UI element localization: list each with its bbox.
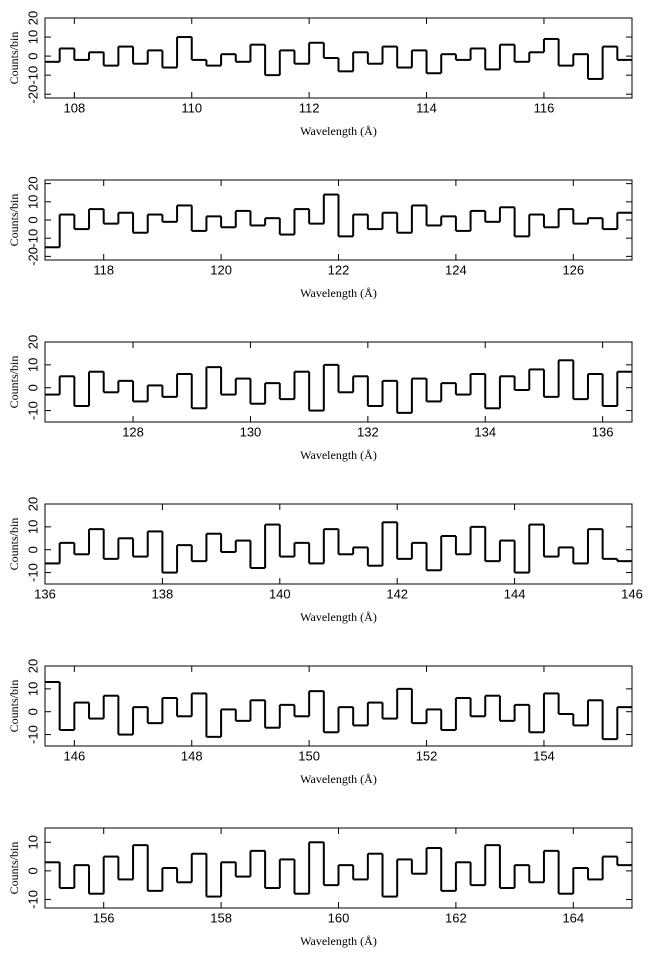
plot-area — [45, 841, 632, 898]
frame — [44, 341, 633, 423]
y-tick-label: 10 — [25, 682, 40, 696]
x-tick-label: 114 — [416, 100, 437, 115]
y-tick-label: 20 — [25, 497, 40, 511]
y-tick-label: 10 — [25, 520, 40, 534]
y-axis-label: Counts/bin — [7, 518, 21, 571]
x-tick-label: 146 — [63, 748, 85, 763]
y-tick-label: 0 — [25, 708, 40, 715]
plot-area — [45, 681, 632, 741]
y-tick-label: 0 — [25, 546, 40, 553]
x-tick-label: 126 — [562, 262, 584, 277]
y-tick-label: -10 — [25, 890, 40, 909]
x-tick-label: 150 — [298, 748, 320, 763]
x-tick-label: 132 — [357, 424, 379, 439]
x-tick-label: 112 — [299, 100, 320, 115]
y-tick-label: 0 — [25, 52, 40, 59]
y-tick-label: -10 — [25, 66, 40, 85]
x-tick-label: 122 — [328, 262, 350, 277]
x-tick-label: 162 — [445, 910, 467, 925]
x-tick-label: 158 — [210, 910, 232, 925]
x-tick-label: 154 — [533, 748, 555, 763]
y-tick-label: 20 — [25, 11, 40, 25]
frame — [44, 17, 633, 99]
x-axis-label: Wavelength (Å) — [300, 448, 377, 462]
y-tick-label: -20 — [25, 85, 40, 104]
panel: 136 138 140 142 144 146 -10 0 10 20 Wavelength (Å)… — [7, 497, 643, 624]
y-tick-label: 0 — [25, 384, 40, 391]
y-axis-label: Counts/bin — [7, 194, 21, 247]
y-tick-label: 10 — [25, 30, 40, 44]
frame — [44, 503, 633, 585]
y-tick-label: -10 — [25, 725, 40, 744]
x-tick-label: 118 — [93, 262, 114, 277]
x-tick-label: 160 — [328, 910, 350, 925]
x-tick-label: 152 — [416, 748, 438, 763]
x-tick-label: 138 — [152, 586, 174, 601]
x-tick-label: 164 — [562, 910, 584, 925]
y-axis-label: Counts/bin — [7, 356, 21, 409]
y-axis-label: Counts/bin — [7, 842, 21, 895]
x-axis-label: Wavelength (Å) — [300, 124, 377, 138]
plot-area — [45, 193, 632, 249]
y-tick-label: 20 — [25, 335, 40, 349]
y-tick-label: -10 — [25, 563, 40, 582]
y-tick-label: -10 — [25, 401, 40, 420]
x-axis-label: Wavelength (Å) — [300, 934, 377, 948]
x-tick-label: 136 — [34, 586, 56, 601]
plot-area — [45, 36, 632, 80]
y-tick-label: -10 — [25, 229, 40, 248]
x-tick-label: 156 — [93, 910, 115, 925]
x-tick-label: 148 — [181, 748, 203, 763]
x-tick-label: 116 — [534, 100, 555, 115]
plot-area — [45, 521, 632, 574]
y-axis-label: Counts/bin — [7, 32, 21, 85]
x-tick-label: 108 — [63, 100, 85, 115]
x-axis-label: Wavelength (Å) — [300, 772, 377, 786]
panel: 118 120 122 124 126 -20-10 0 10 20 Wavelength (Å)… — [7, 176, 633, 300]
y-tick-label: 20 — [25, 176, 40, 190]
x-axis-label: Wavelength (Å) — [300, 286, 377, 300]
y-tick-label: -20 — [25, 247, 40, 266]
x-tick-label: 128 — [122, 424, 144, 439]
y-tick-label: 10 — [25, 195, 40, 209]
x-tick-label: 140 — [269, 586, 291, 601]
x-tick-label: 146 — [621, 586, 643, 601]
y-tick-label: 10 — [25, 358, 40, 372]
x-tick-label: 124 — [445, 262, 467, 277]
x-axis-label: Wavelength (Å) — [300, 610, 377, 624]
panel: 156 158 160 162 164 -10 0 10 Wavelength (Å) Count… — [7, 827, 633, 948]
y-tick-label: 0 — [25, 216, 40, 223]
plot-area — [45, 359, 632, 414]
x-tick-label: 142 — [386, 586, 408, 601]
y-tick-label: 10 — [25, 835, 40, 849]
frame — [44, 665, 633, 747]
panel: 128 130 132 134 136 -10 0 10 20 Wavelength (Å) Cou… — [7, 335, 633, 462]
x-tick-label: 120 — [210, 262, 232, 277]
x-tick-label: 136 — [592, 424, 614, 439]
panel: 146 148 150 152 154 -10 0 10 20 Wavelength (Å) Cou… — [7, 659, 633, 786]
y-tick-label: 20 — [25, 659, 40, 673]
x-tick-label: 110 — [181, 100, 202, 115]
y-tick-label: 0 — [25, 867, 40, 874]
x-tick-label: 144 — [504, 586, 526, 601]
panel: 108 110 112 114 116 -20-10 0 10 20 Wavelength (Å)… — [7, 11, 633, 138]
y-axis-label: Counts/bin — [7, 680, 21, 733]
x-tick-label: 130 — [240, 424, 262, 439]
x-tick-label: 134 — [474, 424, 496, 439]
